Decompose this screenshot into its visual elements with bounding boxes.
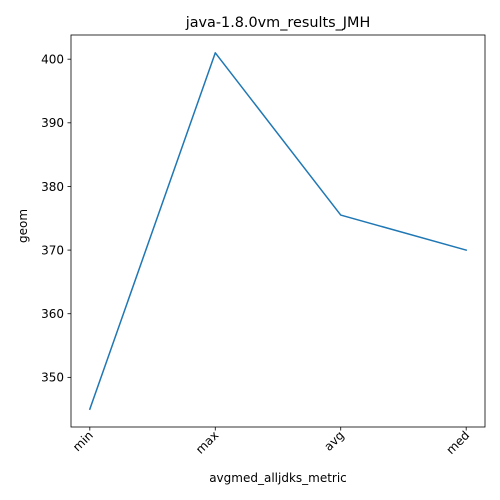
y-tick-label: 380 — [41, 180, 64, 194]
chart-title: java-1.8.0vm_results_JMH — [185, 15, 371, 31]
axes-frame — [70, 34, 486, 428]
x-axis-label: avgmed_alljdks_metric — [209, 471, 347, 485]
y-tick-label: 390 — [41, 116, 64, 130]
y-tick-label: 350 — [41, 371, 64, 385]
y-tick-label: 360 — [41, 307, 64, 321]
series-line — [88, 52, 468, 411]
y-axis-label: geom — [16, 209, 30, 243]
y-tick-label: 370 — [41, 243, 64, 257]
y-tick-label: 400 — [41, 52, 64, 66]
